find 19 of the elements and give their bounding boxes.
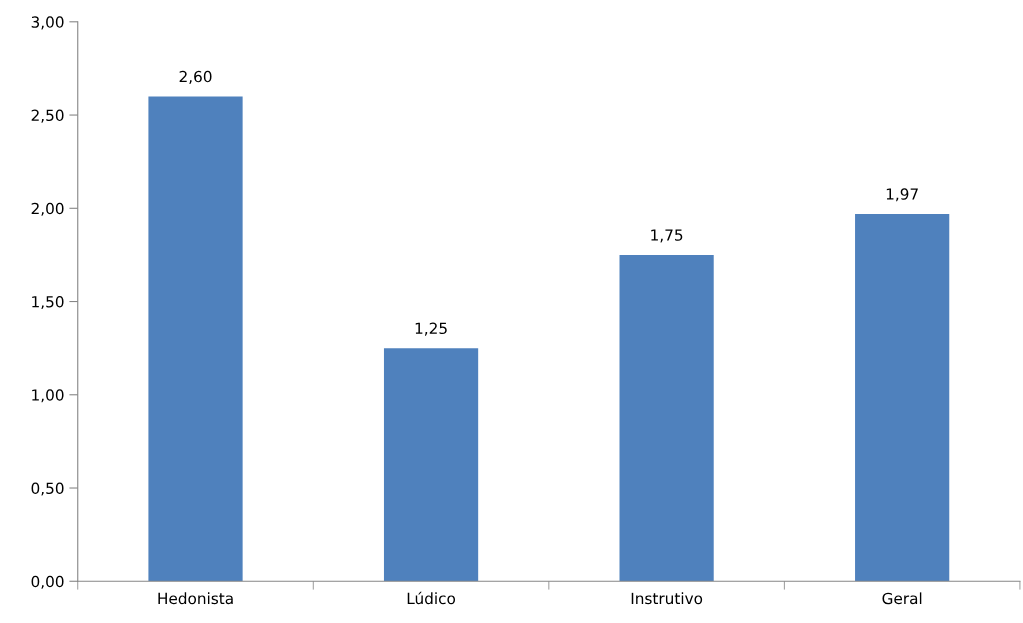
bar (383, 348, 479, 582)
y-tick-label: 0,00 (31, 575, 64, 589)
bar (619, 254, 714, 582)
data-label: 1,75 (651, 229, 683, 243)
data-label: 1,97 (886, 188, 918, 202)
y-tick-label: 2,00 (31, 202, 64, 216)
bar (855, 213, 950, 582)
x-tick-label: Lúdico (407, 591, 456, 605)
y-tick-label: 2,50 (31, 109, 64, 123)
data-label: 1,25 (415, 322, 447, 336)
y-tick-label: 0,50 (31, 482, 64, 496)
y-tick-label: 3,00 (31, 16, 64, 30)
data-label: 2,60 (179, 70, 212, 84)
x-tick-label: Hedonista (158, 592, 233, 605)
y-tick-label: 1,00 (32, 389, 64, 403)
x-tick-label: Instrutivo (631, 592, 703, 605)
x-tick-label: Geral (882, 592, 922, 605)
y-tick-label: 1,50 (32, 296, 64, 310)
bar (148, 96, 243, 582)
